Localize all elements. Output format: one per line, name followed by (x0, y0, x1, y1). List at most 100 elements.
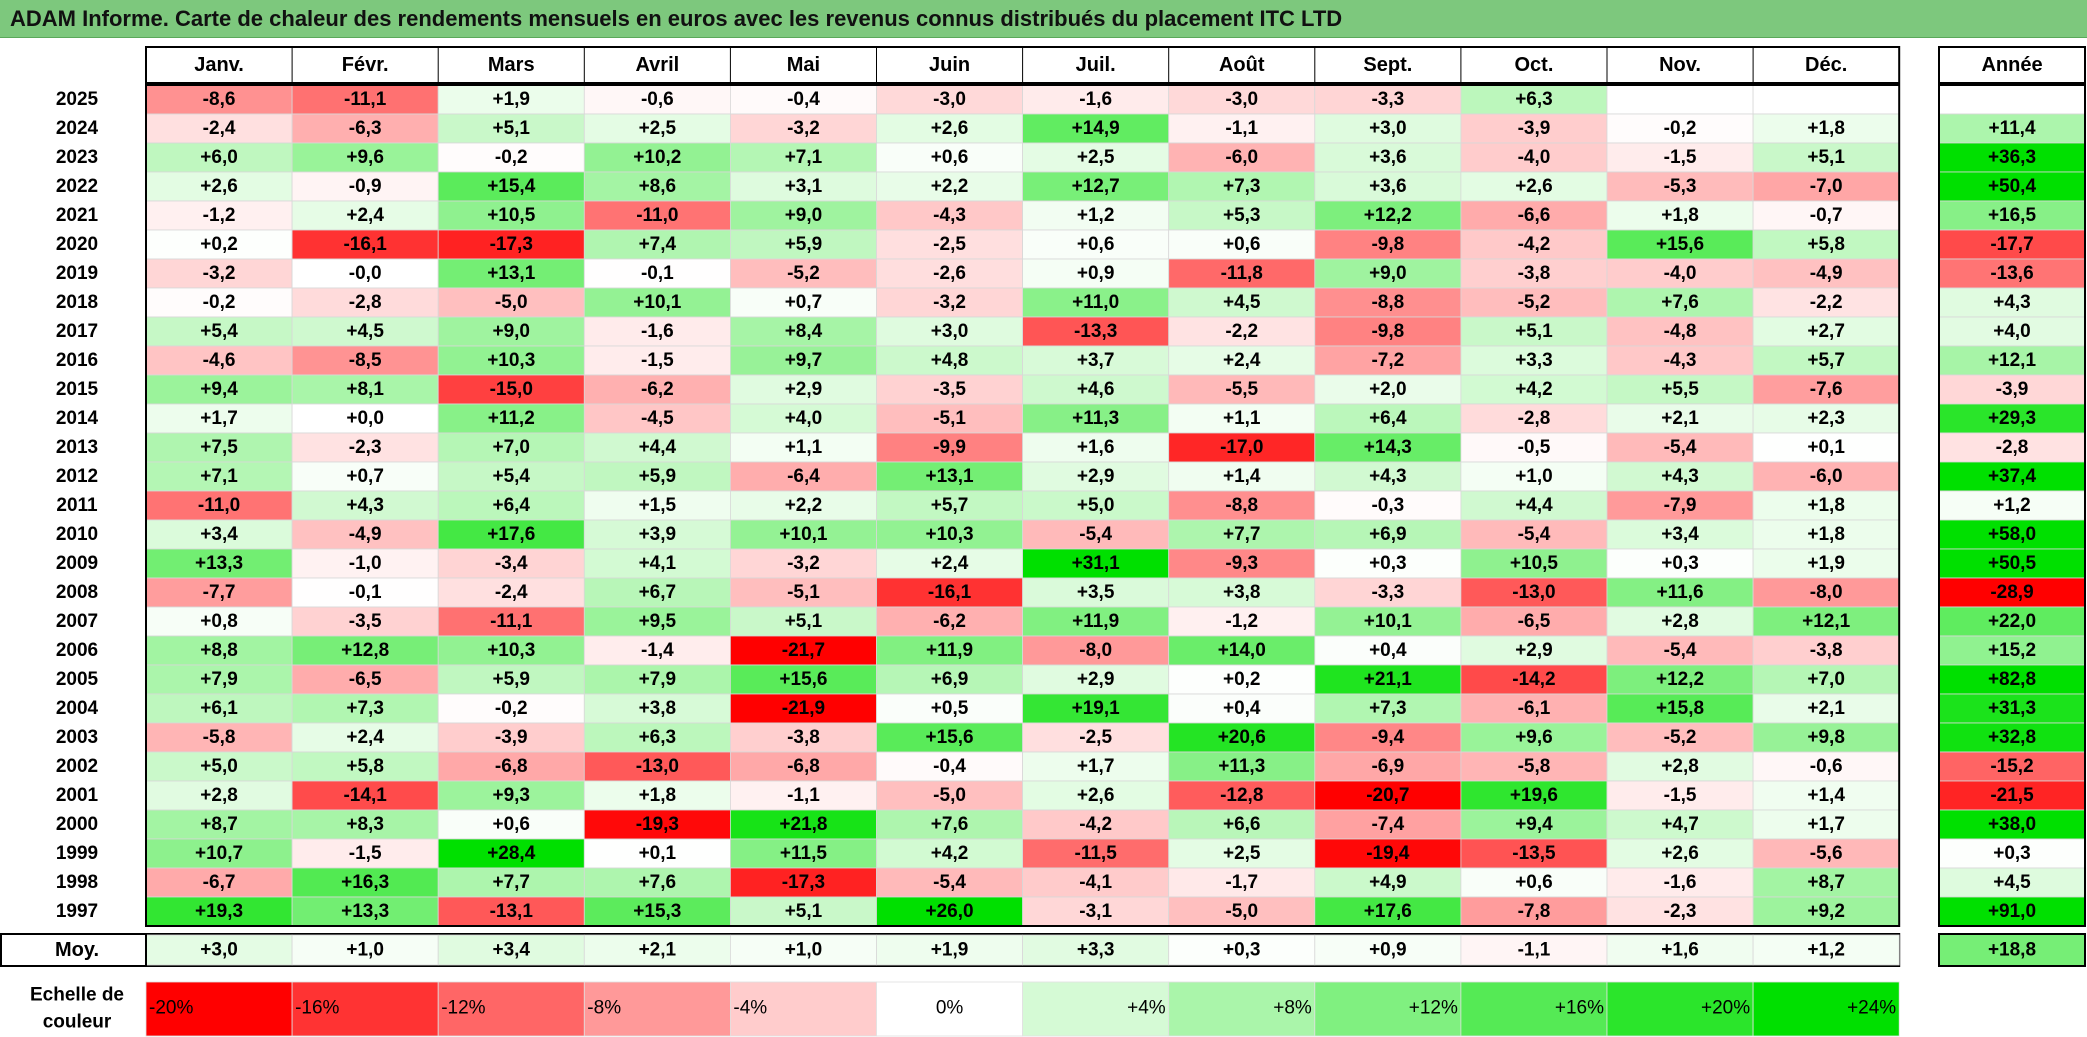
cell-value: +2,7 (1807, 321, 1845, 342)
cell-value: -6,0 (1225, 147, 1258, 168)
cell-value: +7,1 (785, 147, 823, 168)
cell-value: -21,9 (782, 698, 825, 719)
cell-value: +1,0 (1515, 466, 1553, 487)
year-label: 2010 (56, 524, 98, 545)
heatmap-cell (1022, 171, 1170, 202)
annual-value: +31,3 (1988, 698, 2036, 719)
cell-value: +7,6 (639, 872, 677, 893)
average-value: +3,3 (1077, 940, 1115, 961)
cell-value: +2,9 (1077, 466, 1115, 487)
average-value: +1,0 (346, 940, 384, 961)
cell-value: -5,4 (933, 872, 966, 893)
heatmap-cell (291, 432, 439, 463)
cell-value: +7,1 (200, 466, 238, 487)
heatmap-cell (876, 635, 1024, 666)
heatmap-cell (876, 113, 1024, 144)
cell-value: +2,2 (931, 176, 969, 197)
heatmap-cell (1168, 780, 1316, 811)
annual-cell (1938, 751, 2086, 782)
cell-value: -3,5 (933, 379, 966, 400)
heatmap-cell (145, 374, 293, 405)
cell-value: +4,8 (931, 350, 969, 371)
cell-value: -1,5 (349, 843, 382, 864)
year-label: 1998 (56, 872, 98, 893)
grid-border (145, 84, 1901, 927)
heatmap-cell (1460, 722, 1608, 753)
cell-value: -6,5 (1518, 611, 1551, 632)
annual-cell (1938, 113, 2086, 144)
average-cell (1752, 934, 1900, 966)
cell-value: +28,4 (487, 843, 536, 864)
heatmap-cell (145, 432, 293, 463)
cell-value: -8,6 (203, 89, 236, 110)
cell-value: +5,5 (1661, 379, 1699, 400)
cell-value: +1,4 (1807, 785, 1845, 806)
heatmap-cell (437, 490, 585, 521)
cell-value: -2,4 (495, 582, 528, 603)
annual-value: +12,1 (1988, 350, 2037, 371)
cell-value: +9,5 (639, 611, 677, 632)
cell-value: +9,4 (200, 379, 238, 400)
year-label: 2013 (56, 437, 98, 458)
heatmap-cell (1606, 142, 1754, 173)
heatmap-cell (583, 84, 731, 115)
heatmap-cell (1460, 606, 1608, 637)
annual-cell (1938, 896, 2086, 927)
cell-value: +0,2 (1223, 669, 1261, 690)
cell-value: +6,4 (1369, 408, 1407, 429)
heatmap-cell (291, 693, 439, 724)
annual-value: +22,0 (1988, 611, 2036, 632)
cell-value: -5,4 (1079, 524, 1112, 545)
cell-value: -5,1 (933, 408, 966, 429)
cell-value: +6,7 (639, 582, 677, 603)
heatmap-cell (1314, 374, 1462, 405)
cell-value: -0,6 (641, 89, 674, 110)
annual-cell (1938, 722, 2086, 753)
cell-value: -4,1 (1079, 872, 1112, 893)
heatmap-cell (291, 867, 439, 898)
heatmap-cell (1752, 200, 1900, 231)
scale-stop-label: +8% (1273, 998, 1312, 1019)
heatmap-cell (145, 316, 293, 347)
heatmap-cell (876, 664, 1024, 695)
average-value: +1,0 (785, 940, 823, 961)
average-cell (1168, 934, 1316, 966)
scale-stop-label: +20% (1701, 998, 1750, 1019)
cell-value: -13,5 (1512, 843, 1556, 864)
heatmap-cell (291, 722, 439, 753)
cell-value: -9,4 (1371, 727, 1404, 748)
annual-value: +4,0 (1993, 321, 2031, 342)
cell-value: +1,7 (200, 408, 238, 429)
cell-value: +0,6 (931, 147, 969, 168)
heatmap-cell (1606, 896, 1754, 927)
cell-value: -11,0 (198, 495, 240, 516)
heatmap-cell (876, 577, 1024, 608)
heatmap-cell (1460, 548, 1608, 579)
cell-value: +15,3 (633, 901, 681, 922)
heatmap-cell (583, 896, 731, 927)
scale-stop-label: -4% (733, 998, 767, 1019)
heatmap-cell (437, 751, 585, 782)
cell-value: -2,5 (1079, 727, 1112, 748)
year-label: 2008 (56, 582, 98, 603)
annual-value: +15,2 (1988, 640, 2036, 661)
heatmap-cell (1752, 780, 1900, 811)
heatmap-cell (291, 577, 439, 608)
cell-value: -3,2 (787, 118, 820, 139)
cell-value: +9,8 (1807, 727, 1845, 748)
cell-value: +8,7 (200, 814, 238, 835)
cell-value: +10,1 (1364, 611, 1413, 632)
heatmap-cell (1168, 490, 1316, 521)
cell-value: -5,2 (1664, 727, 1697, 748)
cell-value: -1,6 (1079, 89, 1112, 110)
cell-value: -11,1 (490, 611, 533, 632)
heatmap-cell (291, 780, 439, 811)
scale-swatch (1314, 981, 1462, 1037)
heatmap-cell (1022, 809, 1170, 840)
cell-value: +2,4 (346, 727, 384, 748)
annual-value: +4,5 (1993, 872, 2031, 893)
cell-value: +2,9 (1077, 669, 1115, 690)
cell-value: +15,6 (1656, 234, 1704, 255)
heatmap-cell (145, 809, 293, 840)
cell-value: -0,0 (349, 263, 382, 284)
